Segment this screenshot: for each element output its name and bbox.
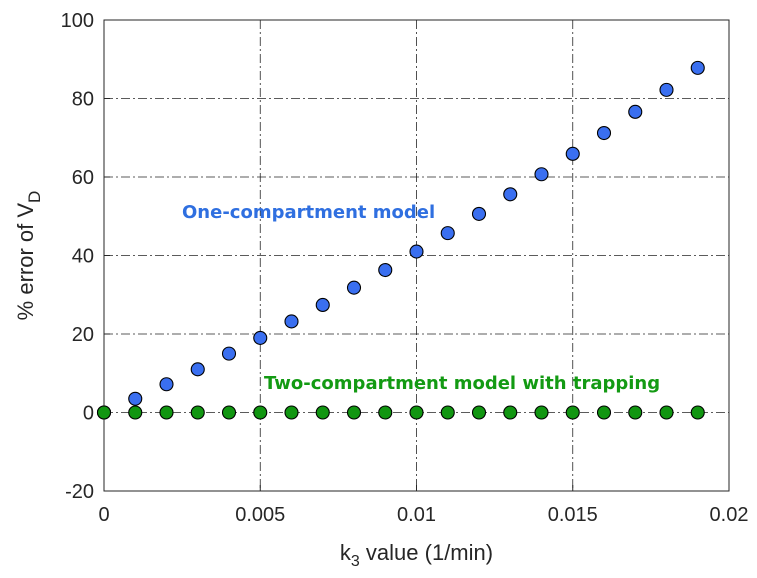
y-tick-label: 40 [72,246,94,268]
two-compartment-point [253,405,268,420]
y-tick-label: 100 [61,10,94,32]
one-compartment-point [440,226,455,241]
one-compartment-point [190,362,205,377]
y-axis-title: % error of VD [13,191,44,321]
one-compartment-point [221,346,237,361]
one-compartment-point [471,206,487,221]
two-compartment-point [284,405,299,420]
x-tick-label: 0.015 [548,504,598,526]
two-compartment-label: Two-compartment model with trapping [264,373,660,394]
one-compartment-point [346,280,362,295]
two-compartment-point [534,405,549,420]
y-tick-label: 20 [72,324,94,346]
series-labels: One-compartment model Two-compartment mod… [182,202,660,394]
two-compartment-point [190,405,205,420]
two-compartment-point [378,405,393,420]
y-axis-ticks: -20 0 20 40 60 80 100 [61,10,110,503]
one-compartment-point [690,60,705,75]
two-compartment-point [346,405,362,420]
x-tick-label: 0.005 [235,504,285,526]
two-compartment-point [440,405,455,420]
x-tick-label: 0.02 [710,504,749,526]
two-compartment-point [690,405,705,420]
one-compartment-point [378,262,393,278]
one-compartment-point [159,377,174,392]
two-compartment-point [315,405,330,420]
one-compartment-point [128,391,143,406]
y-tick-label: 60 [72,167,94,189]
x-tick-label: 0 [98,504,109,526]
one-compartment-point [534,167,549,182]
two-compartment-point [471,405,487,420]
one-compartment-point [565,146,580,161]
two-compartment-point [565,405,580,420]
y-tick-label: -20 [65,481,94,503]
two-compartment-point [596,405,612,420]
two-compartment-point [409,405,424,420]
one-compartment-point [596,125,612,141]
data-points [96,60,705,420]
one-compartment-point [503,187,518,202]
one-compartment-point [253,330,268,345]
two-compartment-point [159,405,174,420]
x-tick-label: 0.01 [397,504,436,526]
one-compartment-label: One-compartment model [182,202,435,223]
y-tick-label: 80 [72,89,94,111]
two-compartment-point [503,405,518,420]
two-compartment-point [221,405,237,420]
one-compartment-point [284,314,299,329]
one-compartment-point [409,244,424,259]
x-axis-ticks: 0 0.005 0.01 0.015 0.02 [98,485,748,526]
y-tick-label: 0 [83,403,94,425]
one-compartment-point [659,82,674,97]
one-compartment-point [628,104,643,119]
two-compartment-point [96,405,112,420]
two-compartment-point [128,405,143,420]
two-compartment-point [659,405,674,420]
x-axis-title: k3 value (1/min) [340,540,493,570]
two-compartment-point [628,405,643,420]
one-compartment-point [315,297,330,313]
